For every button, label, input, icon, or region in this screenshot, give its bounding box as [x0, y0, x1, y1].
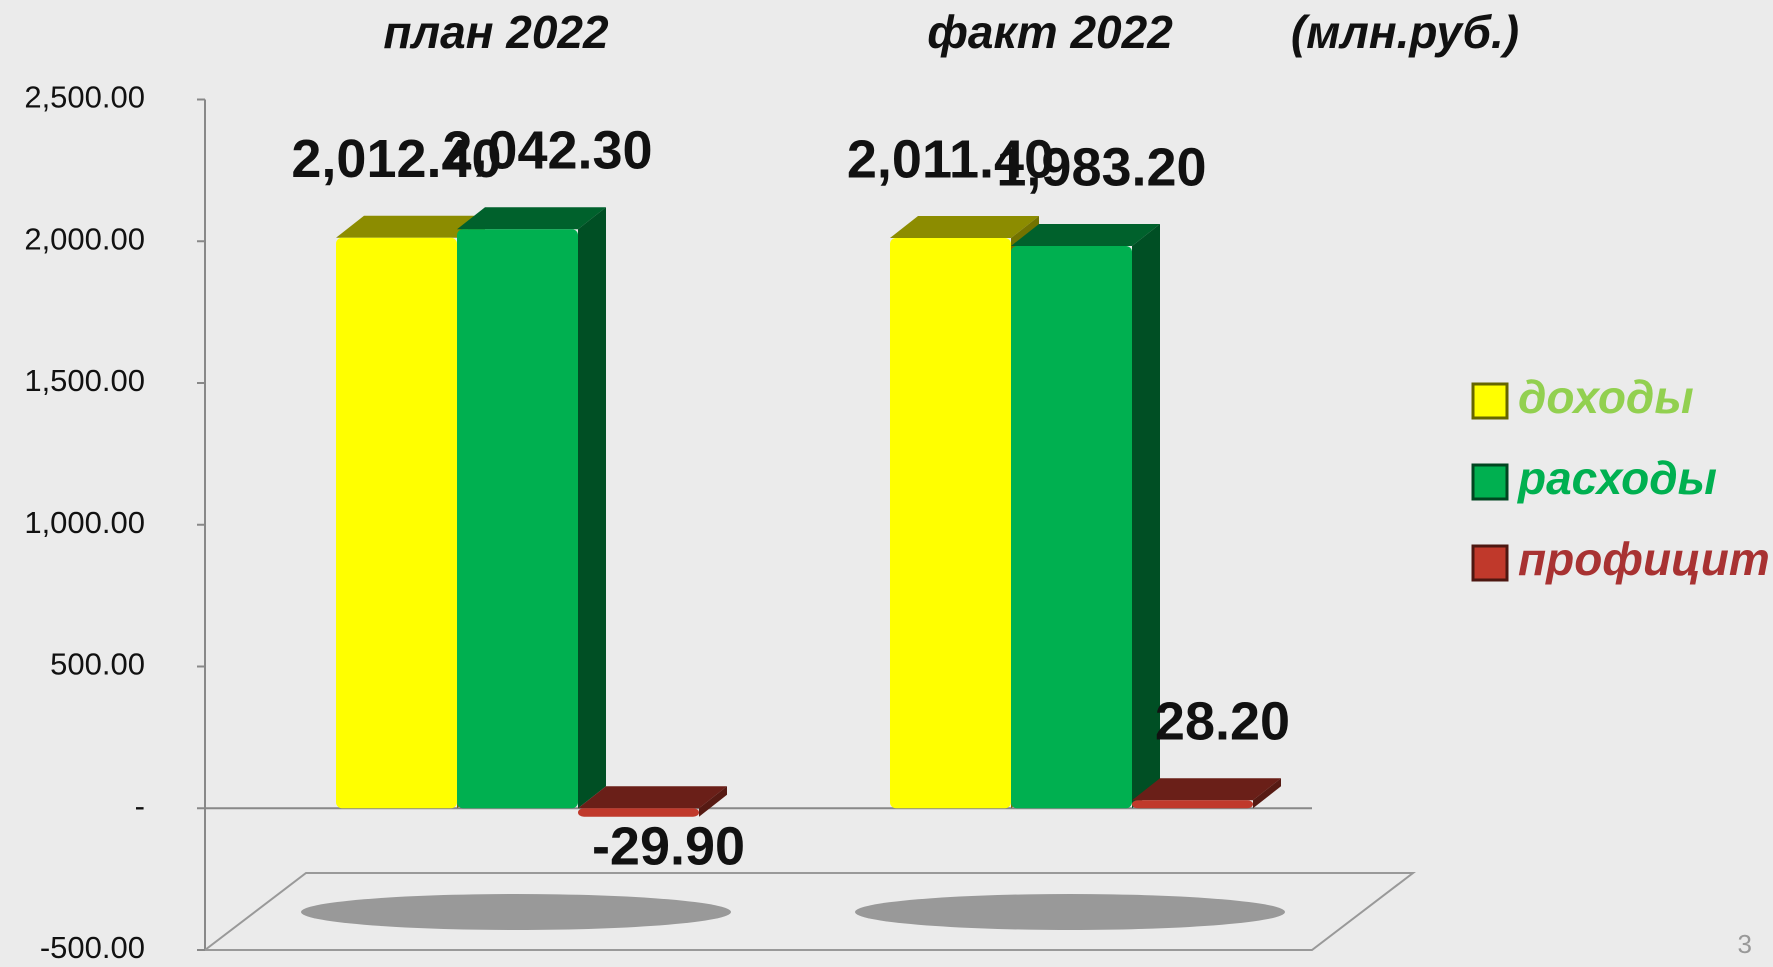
bar — [578, 808, 699, 817]
bar-top — [1011, 224, 1160, 247]
bar-top — [578, 786, 727, 809]
bar-side — [1253, 778, 1281, 809]
y-tick-label: 1,000.00 — [24, 505, 145, 540]
bar-top — [1132, 778, 1281, 801]
bar-top — [336, 215, 485, 238]
value-label: 2,011.40 — [847, 129, 1054, 189]
legend-label: расходы — [1516, 452, 1717, 504]
bar-side — [699, 786, 727, 817]
value-label: 2,042.30 — [442, 121, 652, 181]
y-tick-label: -500.00 — [40, 930, 145, 965]
legend-swatch — [1471, 382, 1509, 420]
bar-side — [1132, 224, 1160, 809]
value-label: 1,983.20 — [996, 137, 1206, 197]
floor — [202, 872, 1416, 951]
legend-label: профицит — [1518, 533, 1770, 585]
value-label: 2,012.40 — [291, 129, 501, 189]
shadow — [301, 894, 731, 930]
category-label: факт 2022 — [927, 6, 1173, 58]
legend-swatch — [1471, 463, 1509, 501]
shadow — [855, 894, 1285, 930]
bar-top — [890, 216, 1039, 239]
bar — [457, 229, 578, 809]
unit-label: (млн.руб.) — [1291, 6, 1519, 58]
bar — [1011, 246, 1132, 809]
y-tick-label: - — [135, 788, 145, 823]
y-tick-label: 2,500.00 — [24, 80, 145, 115]
bar — [1132, 800, 1253, 809]
y-tick-label: 1,500.00 — [24, 363, 145, 398]
bar-top — [457, 207, 606, 230]
page-number: 3 — [1738, 929, 1752, 959]
legend-label: доходы — [1518, 371, 1694, 423]
bar-side — [578, 207, 606, 809]
y-tick-label: 500.00 — [50, 647, 145, 682]
bar — [336, 237, 457, 809]
y-tick-label: 2,000.00 — [24, 221, 145, 256]
category-label: план 2022 — [383, 6, 609, 58]
bar — [890, 238, 1011, 809]
legend-swatch — [1471, 544, 1509, 582]
value-label: -29.90 — [592, 817, 745, 877]
value-label: 28.20 — [1155, 692, 1290, 752]
